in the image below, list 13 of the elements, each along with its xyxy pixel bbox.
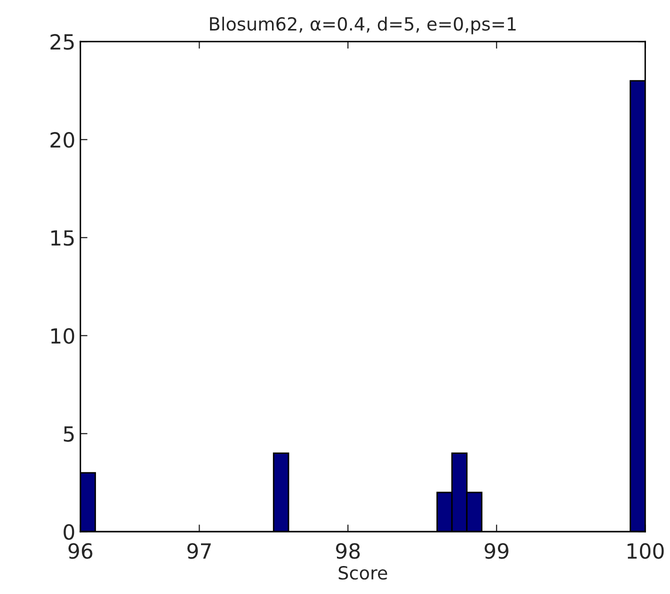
- x-tick-label: 96: [68, 543, 92, 559]
- y-tick-label: 25: [50, 34, 74, 50]
- x-tick-label: 100: [628, 543, 664, 559]
- y-tick-label: 5: [64, 426, 74, 442]
- x-tick-label: 99: [484, 543, 508, 559]
- x-axis-title: Score: [338, 566, 388, 580]
- y-tick-label: 15: [51, 230, 74, 246]
- y-tick-label: 0: [64, 524, 74, 540]
- x-tick-label: 97: [187, 543, 211, 559]
- y-tick-label: 10: [51, 328, 74, 344]
- x-tick-label: 98: [336, 543, 360, 559]
- chart-title: Blosum62, α=0.4, d=5, e=0,ps=1: [210, 16, 516, 34]
- y-tick-label: 20: [50, 132, 74, 148]
